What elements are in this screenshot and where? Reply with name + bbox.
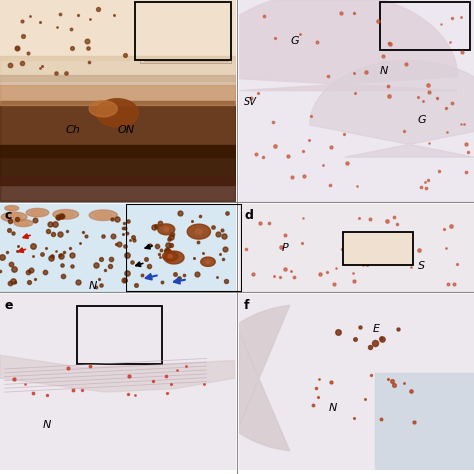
- Polygon shape: [359, 241, 373, 246]
- Bar: [380, 2, 471, 50]
- Polygon shape: [95, 212, 112, 219]
- Polygon shape: [201, 257, 215, 266]
- Bar: [77, 306, 162, 364]
- Polygon shape: [195, 229, 202, 234]
- Polygon shape: [164, 251, 184, 264]
- Polygon shape: [53, 210, 79, 219]
- Text: e: e: [5, 299, 13, 312]
- Polygon shape: [200, 0, 457, 91]
- Polygon shape: [96, 99, 138, 127]
- Text: ON: ON: [117, 125, 135, 135]
- Text: c: c: [5, 209, 12, 222]
- Polygon shape: [14, 219, 33, 227]
- Polygon shape: [207, 305, 290, 451]
- Polygon shape: [89, 101, 117, 117]
- Polygon shape: [158, 224, 175, 235]
- Text: SV: SV: [244, 97, 257, 107]
- Bar: [343, 232, 413, 265]
- Polygon shape: [399, 14, 447, 49]
- Text: f: f: [244, 299, 250, 312]
- Text: N: N: [89, 281, 98, 291]
- Polygon shape: [163, 251, 178, 261]
- Polygon shape: [31, 210, 44, 215]
- Bar: [135, 2, 231, 61]
- Polygon shape: [0, 356, 235, 392]
- Text: N: N: [328, 402, 337, 412]
- Polygon shape: [168, 255, 173, 258]
- Polygon shape: [387, 240, 401, 245]
- Text: G: G: [418, 115, 426, 125]
- Polygon shape: [171, 255, 177, 260]
- Text: N: N: [380, 66, 389, 76]
- Polygon shape: [1, 212, 27, 222]
- Text: P: P: [282, 243, 288, 253]
- Polygon shape: [355, 246, 371, 252]
- Polygon shape: [389, 254, 404, 259]
- Polygon shape: [8, 207, 16, 210]
- Polygon shape: [6, 214, 22, 220]
- Polygon shape: [89, 210, 117, 220]
- Text: Ch: Ch: [66, 125, 81, 135]
- Polygon shape: [206, 260, 210, 264]
- Text: G: G: [291, 36, 300, 46]
- Polygon shape: [385, 257, 403, 264]
- Text: N: N: [42, 420, 51, 430]
- Text: S: S: [418, 261, 425, 271]
- Polygon shape: [310, 61, 474, 157]
- Polygon shape: [164, 228, 169, 231]
- Text: E: E: [373, 324, 380, 334]
- Polygon shape: [27, 209, 49, 217]
- Polygon shape: [58, 211, 73, 217]
- Polygon shape: [187, 224, 210, 239]
- Polygon shape: [5, 206, 19, 211]
- Text: d: d: [244, 209, 253, 222]
- Polygon shape: [18, 221, 29, 225]
